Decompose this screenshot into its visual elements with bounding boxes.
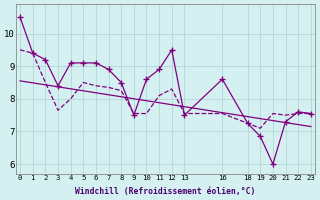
X-axis label: Windchill (Refroidissement éolien,°C): Windchill (Refroidissement éolien,°C) [75, 187, 256, 196]
